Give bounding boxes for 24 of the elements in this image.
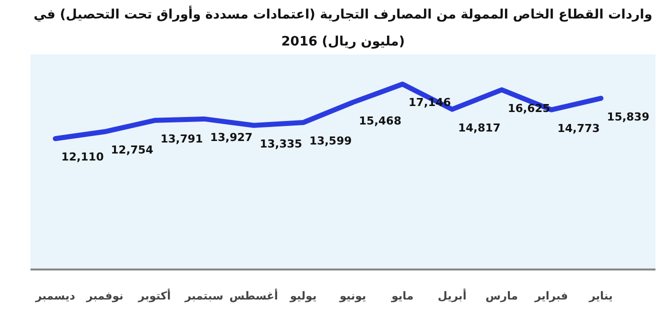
data-label: 15,839 [606, 110, 650, 124]
x-tick-label: أغسطس [229, 288, 278, 302]
x-tick-label: أكتوبر [137, 288, 171, 302]
x-tick-label: ديسمبر [34, 290, 76, 302]
x-tick-label: يوليو [289, 290, 317, 302]
chart-title: واردات القطاع الخاص الممولة من المصارف التجارية (اعتمادات مسددة وأوراق تحت التحصيل) في [34, 6, 652, 22]
x-tick-label: مايو [390, 290, 414, 302]
data-label: 14,773 [557, 122, 600, 135]
data-label: 13,335 [260, 137, 302, 150]
data-label: 13,599 [309, 134, 352, 148]
x-tick-label: أبريل [438, 288, 466, 302]
data-label: 12,110 [61, 150, 104, 164]
chart-subtitle: 2016 (مليون ريال) [281, 34, 405, 50]
data-label: 13,927 [210, 130, 253, 144]
x-tick-label: مارس [486, 290, 518, 302]
data-label: 14,817 [458, 121, 501, 134]
x-tick-label: يونيو [338, 290, 366, 302]
x-tick-label: يناير [588, 290, 613, 302]
x-tick-label: نوفمبر [85, 290, 124, 302]
x-tick-label: سبتمبر [184, 290, 224, 302]
x-tick-label: فبراير [534, 290, 568, 302]
data-label: 15,468 [358, 114, 402, 128]
data-label: 13,791 [160, 132, 203, 146]
data-label: 12,754 [110, 144, 154, 157]
